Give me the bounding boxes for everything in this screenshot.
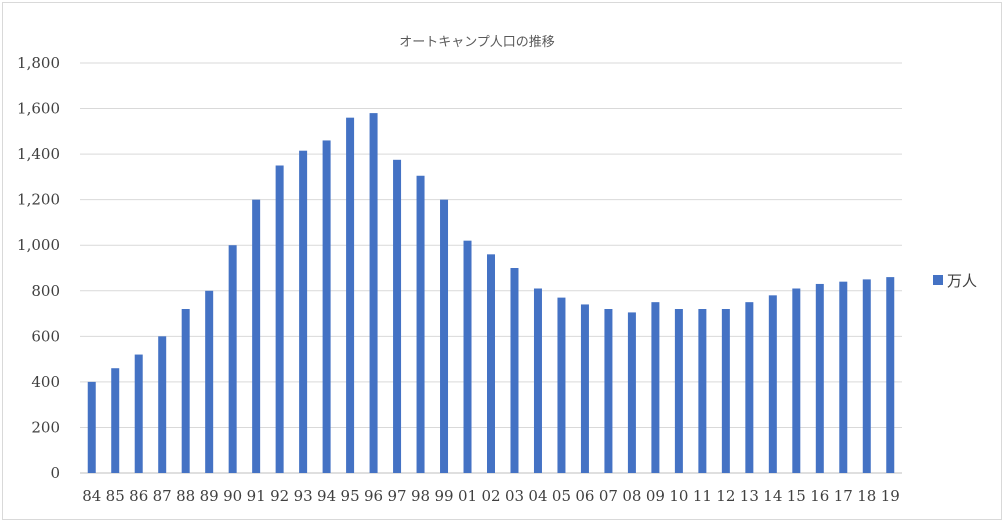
bars — [87, 113, 895, 474]
x-tick-label: 07 — [599, 487, 618, 505]
y-tick-label: 600 — [31, 327, 60, 345]
bar — [815, 283, 824, 473]
bar — [886, 277, 895, 473]
bar — [533, 288, 542, 473]
bar — [580, 304, 589, 473]
bar — [604, 309, 613, 473]
bar — [275, 165, 284, 473]
bar — [698, 309, 707, 473]
x-tick-label: 86 — [129, 487, 148, 505]
x-tick-label: 16 — [810, 487, 829, 505]
x-tick-label: 84 — [82, 487, 101, 505]
x-tick-label: 11 — [693, 487, 712, 505]
x-tick-label: 17 — [834, 487, 853, 505]
y-tick-label: 1,000 — [17, 236, 60, 254]
x-tick-label: 97 — [388, 487, 407, 505]
bar — [463, 240, 472, 473]
bar — [721, 309, 730, 473]
y-tick-label: 200 — [31, 418, 60, 436]
bar — [768, 295, 777, 473]
bar — [346, 117, 355, 474]
x-tick-label: 10 — [669, 487, 688, 505]
bar — [862, 279, 871, 473]
x-tick-label: 87 — [153, 487, 172, 505]
bar — [369, 113, 378, 473]
x-tick-label: 03 — [505, 487, 524, 505]
x-tick-label: 02 — [481, 487, 500, 505]
gridlines — [80, 62, 902, 474]
x-tick-label: 13 — [740, 487, 759, 505]
chart-title: オートキャンプ人口の推移 — [399, 35, 555, 50]
bar — [205, 290, 214, 473]
legend-swatch — [933, 275, 943, 285]
bar — [181, 309, 190, 473]
x-tick-label: 04 — [528, 487, 547, 505]
x-tick-label: 12 — [716, 487, 735, 505]
x-tick-label: 94 — [317, 487, 336, 505]
bar — [158, 336, 167, 473]
x-tick-label: 93 — [294, 487, 313, 505]
bar — [134, 354, 143, 473]
bar — [416, 175, 425, 473]
x-tick-label: 09 — [646, 487, 665, 505]
bar — [393, 159, 402, 474]
x-tick-label: 15 — [787, 487, 806, 505]
x-tick-label: 14 — [763, 487, 782, 505]
bar — [627, 312, 636, 473]
y-tick-label: 1,600 — [17, 100, 60, 118]
legend-label: 万人 — [947, 272, 977, 290]
bar — [651, 302, 660, 473]
x-tick-label: 90 — [223, 487, 242, 505]
x-tick-label: 88 — [176, 487, 195, 505]
x-tick-label: 89 — [200, 487, 219, 505]
y-tick-label: 0 — [50, 464, 60, 482]
y-tick-label: 1,400 — [17, 145, 60, 163]
x-tick-label: 18 — [857, 487, 876, 505]
x-tick-label: 05 — [552, 487, 571, 505]
bar — [674, 309, 683, 473]
x-tick-label: 91 — [247, 487, 266, 505]
y-tick-label: 1,200 — [17, 191, 60, 209]
bar — [252, 199, 261, 473]
bar — [228, 245, 237, 473]
x-tick-label: 06 — [575, 487, 594, 505]
x-axis-ticks: 84 85 86 87 88 89 90 91 92 93 94 95 96 97 98 99 01 02 03 04… — [82, 487, 900, 505]
bar — [487, 254, 495, 473]
y-tick-label: 1,800 — [17, 54, 60, 72]
bar — [839, 281, 848, 473]
x-tick-label: 95 — [341, 487, 360, 505]
bar — [792, 288, 801, 473]
legend: 万人 — [933, 272, 977, 290]
bar — [440, 199, 449, 473]
x-tick-label: 01 — [458, 487, 477, 505]
bar — [510, 268, 519, 473]
y-axis-ticks: 0 200 400 600 800 1,000 1,200 1,400 1,600 1,800 — [17, 54, 60, 482]
x-tick-label: 08 — [622, 487, 641, 505]
x-tick-label: 99 — [434, 487, 453, 505]
bar — [111, 368, 120, 473]
x-tick-label: 96 — [364, 487, 383, 505]
bar — [87, 381, 96, 473]
bar — [322, 140, 331, 473]
x-tick-label: 98 — [411, 487, 430, 505]
x-tick-label: 85 — [106, 487, 125, 505]
x-tick-label: 19 — [881, 487, 900, 505]
bar — [557, 297, 566, 473]
y-tick-label: 800 — [31, 282, 60, 300]
bar — [299, 150, 308, 473]
y-tick-label: 400 — [31, 373, 60, 391]
x-tick-label: 92 — [270, 487, 289, 505]
bar — [745, 302, 754, 473]
